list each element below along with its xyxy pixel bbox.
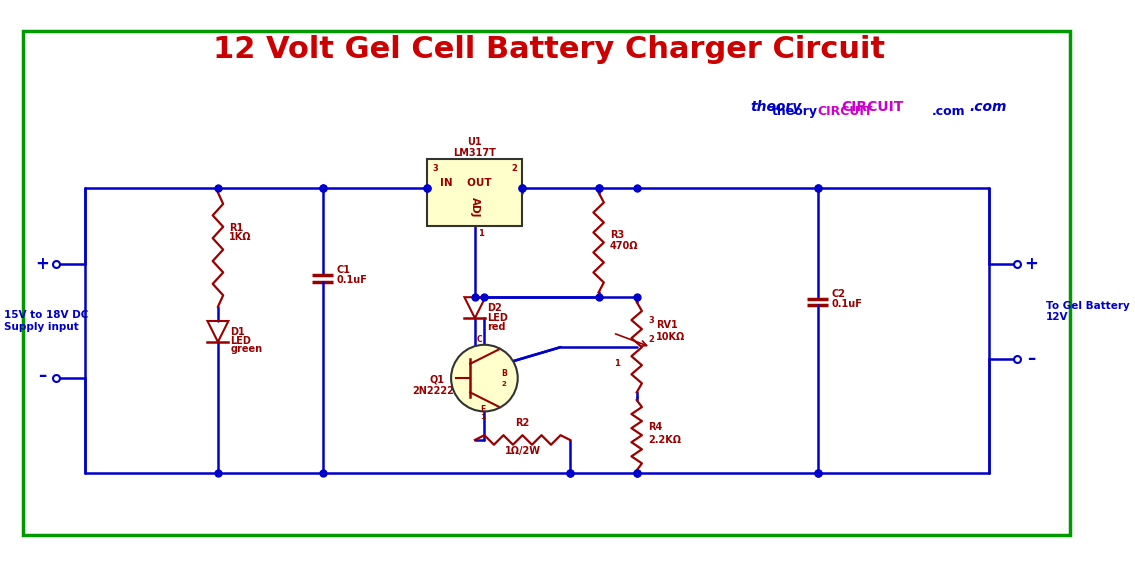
Text: C2: C2	[832, 289, 846, 299]
Text: 2.2KΩ: 2.2KΩ	[648, 435, 681, 445]
Text: .com: .com	[969, 100, 1007, 114]
Text: C: C	[477, 335, 482, 344]
FancyBboxPatch shape	[427, 159, 522, 226]
Text: .com: .com	[932, 105, 966, 118]
Text: 2: 2	[502, 381, 506, 387]
Text: LED: LED	[487, 313, 508, 323]
Text: C1: C1	[337, 265, 351, 275]
Text: E: E	[480, 405, 485, 414]
Text: 10KΩ: 10KΩ	[656, 332, 684, 342]
Text: 1KΩ: 1KΩ	[229, 232, 252, 242]
Text: 0.1uF: 0.1uF	[337, 275, 368, 285]
Text: 2: 2	[512, 164, 518, 173]
Text: R1: R1	[229, 222, 244, 233]
Text: D1: D1	[230, 327, 245, 337]
Text: theory: theory	[772, 105, 817, 118]
Text: green: green	[230, 345, 262, 354]
Text: IN    OUT: IN OUT	[439, 178, 491, 188]
Text: 1: 1	[614, 359, 620, 368]
Text: U1: U1	[468, 137, 482, 147]
Text: 2: 2	[648, 336, 654, 345]
FancyBboxPatch shape	[23, 31, 1069, 535]
Text: CIRCUIT: CIRCUIT	[841, 100, 903, 114]
Text: +: +	[35, 255, 49, 273]
Text: 1Ω/2W: 1Ω/2W	[504, 446, 540, 456]
Text: +: +	[1025, 255, 1039, 273]
Text: 2N2222A: 2N2222A	[412, 386, 462, 396]
Text: RV1: RV1	[656, 320, 678, 330]
Text: 12 Volt Gel Cell Battery Charger Circuit: 12 Volt Gel Cell Battery Charger Circuit	[212, 35, 884, 64]
Text: CIRCUIT: CIRCUIT	[817, 105, 873, 118]
Text: 1: 1	[478, 229, 484, 238]
Text: 0.1uF: 0.1uF	[832, 299, 863, 309]
Text: –: –	[37, 367, 47, 385]
Text: LED: LED	[230, 336, 251, 346]
Text: D2: D2	[487, 303, 502, 314]
Text: ADJ: ADJ	[470, 196, 480, 217]
Text: To Gel Battery
12V: To Gel Battery 12V	[1046, 301, 1129, 322]
Text: R3: R3	[609, 230, 624, 240]
Text: B: B	[502, 369, 507, 378]
Text: theory: theory	[751, 100, 802, 114]
Text: 470Ω: 470Ω	[609, 241, 639, 251]
Text: –: –	[1027, 350, 1036, 368]
Text: 3: 3	[432, 164, 438, 173]
Text: R2: R2	[515, 418, 530, 428]
Text: 15V to 18V DC
Supply input: 15V to 18V DC Supply input	[5, 310, 89, 332]
Text: 1: 1	[480, 414, 485, 420]
Text: R4: R4	[648, 422, 663, 432]
Text: LM317T: LM317T	[454, 149, 496, 158]
Circle shape	[451, 345, 518, 412]
Text: Q1: Q1	[429, 375, 444, 385]
Text: red: red	[487, 321, 506, 332]
Text: 3: 3	[648, 316, 654, 325]
